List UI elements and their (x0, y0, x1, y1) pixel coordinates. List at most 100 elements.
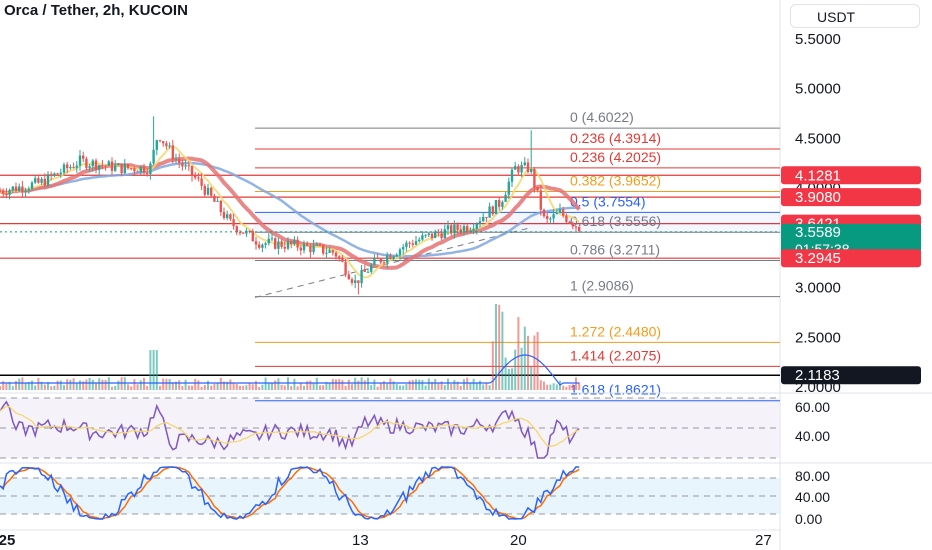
volume-bar (331, 378, 334, 390)
candle-body (434, 231, 437, 239)
candle-body (98, 165, 101, 170)
candle-body (488, 206, 491, 218)
volume-bar (72, 378, 75, 390)
volume-bar (130, 386, 133, 390)
volume-bar (555, 384, 558, 390)
candle-body (558, 209, 562, 213)
volume-bar (139, 380, 142, 390)
candle-body (277, 241, 280, 249)
candle-body (130, 168, 133, 170)
candle-body (155, 140, 158, 150)
volume-bar (229, 379, 232, 390)
volume-bar (200, 386, 203, 390)
volume-bar (111, 386, 113, 390)
candle-body (53, 173, 56, 176)
candle-body (437, 231, 440, 234)
candle-body (408, 242, 411, 244)
volume-bar (357, 380, 360, 390)
candle-body (334, 252, 338, 257)
volume-bar (405, 384, 408, 390)
volume-bar (312, 382, 315, 390)
candle-body (222, 211, 226, 219)
candle-body (216, 200, 219, 202)
candle-body (27, 188, 30, 191)
volume-bar (427, 378, 430, 390)
candle-body (101, 165, 104, 167)
volume-bar (43, 384, 46, 390)
volume-bar (571, 384, 574, 390)
price-tick-label: 3.0000 (795, 280, 841, 297)
candle-body (504, 194, 507, 202)
candle-body (43, 178, 46, 186)
candle-body (299, 247, 302, 251)
volume-bar (328, 382, 331, 390)
candle-body (501, 201, 504, 207)
volume-bar (344, 386, 347, 390)
volume-bar (475, 382, 478, 390)
volume-bar (8, 381, 11, 390)
candle-body (526, 162, 530, 172)
volume-bar (59, 380, 62, 390)
volume-bar (88, 377, 91, 390)
fib-label: 0.618 (3.5556) (570, 213, 661, 229)
stoch-tick-label: 0.00 (795, 511, 822, 527)
volume-bar (165, 378, 168, 390)
volume-bar (507, 368, 510, 390)
fib-label: 1.618 (1.8621) (570, 382, 661, 398)
volume-bar (552, 383, 555, 390)
volume-bar (210, 385, 213, 390)
candle-body (146, 172, 149, 174)
volume-bar (171, 382, 174, 390)
candle-body (206, 187, 210, 195)
candle-body (395, 254, 398, 257)
volume-bar (514, 349, 517, 390)
volume-bar (315, 377, 318, 390)
volume-bar (533, 335, 536, 390)
fib-label: 1.272 (2.4480) (570, 323, 661, 339)
price-badge (781, 249, 921, 268)
candle-body (181, 162, 184, 167)
volume-bar (578, 382, 581, 390)
volume-bar (191, 385, 193, 390)
volume-bar (309, 380, 312, 390)
volume-bar (66, 379, 69, 390)
volume-bar (530, 366, 533, 390)
volume-bar (114, 386, 117, 390)
fib-label: 0 (4.6022) (570, 109, 634, 125)
volume-bar (261, 384, 264, 390)
volume-bar (459, 386, 462, 390)
volume-bar (485, 382, 488, 390)
fib-label: 0.786 (3.2711) (570, 242, 660, 258)
volume-bar (296, 386, 299, 390)
volume-bar (91, 379, 94, 390)
candle-body (104, 165, 107, 167)
volume-bar (347, 379, 350, 390)
candle-body (306, 243, 309, 246)
candle-body (94, 160, 98, 170)
candle-body (165, 143, 168, 147)
candle-body (133, 168, 136, 172)
candle-body (421, 235, 424, 240)
candle-body (258, 244, 261, 248)
candle-body (325, 252, 328, 254)
volume-bar (402, 385, 405, 390)
candle-body (510, 169, 514, 182)
volume-bar (75, 383, 78, 390)
candle-body (446, 225, 450, 230)
candle-body (350, 279, 354, 283)
candle-body (440, 233, 443, 239)
volume-bar (149, 350, 152, 390)
candle-body (453, 224, 456, 234)
candle-body (296, 239, 299, 248)
candle-body (69, 166, 72, 169)
volume-bar (466, 377, 469, 390)
candle-body (254, 241, 258, 245)
volume-bar (146, 386, 149, 390)
volume-bar (546, 384, 549, 390)
candle-body (402, 247, 405, 250)
candle-body (520, 165, 523, 173)
volume-bar (274, 380, 277, 390)
candle-body (309, 245, 312, 253)
currency-selector[interactable]: USDT (790, 4, 920, 28)
